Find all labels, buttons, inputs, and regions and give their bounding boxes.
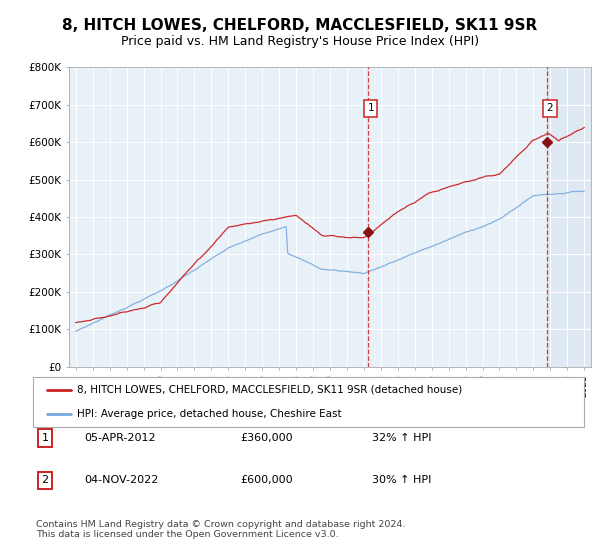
Text: 1: 1 [41, 433, 49, 443]
Text: Contains HM Land Registry data © Crown copyright and database right 2024.
This d: Contains HM Land Registry data © Crown c… [36, 520, 406, 539]
Text: 05-APR-2012: 05-APR-2012 [84, 433, 155, 443]
Text: £360,000: £360,000 [240, 433, 293, 443]
Text: 1: 1 [367, 104, 374, 113]
Text: 30% ↑ HPI: 30% ↑ HPI [372, 475, 431, 486]
Text: 8, HITCH LOWES, CHELFORD, MACCLESFIELD, SK11 9SR: 8, HITCH LOWES, CHELFORD, MACCLESFIELD, … [62, 18, 538, 32]
Text: 2: 2 [547, 104, 553, 113]
Text: 8, HITCH LOWES, CHELFORD, MACCLESFIELD, SK11 9SR (detached house): 8, HITCH LOWES, CHELFORD, MACCLESFIELD, … [77, 385, 462, 395]
Text: 32% ↑ HPI: 32% ↑ HPI [372, 433, 431, 443]
Text: Price paid vs. HM Land Registry's House Price Index (HPI): Price paid vs. HM Land Registry's House … [121, 35, 479, 49]
Text: 2: 2 [41, 475, 49, 486]
FancyBboxPatch shape [33, 377, 584, 427]
Text: 04-NOV-2022: 04-NOV-2022 [84, 475, 158, 486]
Text: £600,000: £600,000 [240, 475, 293, 486]
Bar [547, 67, 591, 367]
Text: HPI: Average price, detached house, Cheshire East: HPI: Average price, detached house, Ches… [77, 409, 341, 419]
